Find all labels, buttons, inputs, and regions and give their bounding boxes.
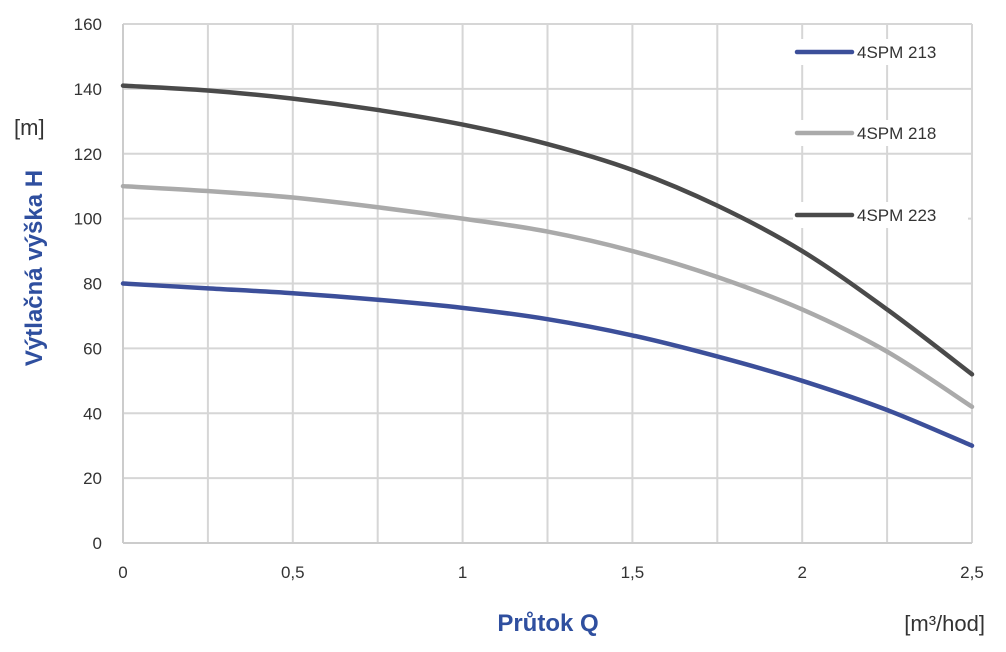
y-tick-label: 120: [74, 145, 102, 164]
y-tick-label: 80: [83, 275, 102, 294]
x-tick-label: 2: [797, 563, 806, 582]
legend-label: 4SPM 223: [857, 206, 936, 225]
legend: 4SPM 213 4SPM 218 4SPM 223: [793, 39, 968, 228]
x-tick-label: 0: [118, 563, 127, 582]
y-tick-label: 40: [83, 404, 102, 423]
x-tick-label: 2,5: [960, 563, 984, 582]
y-axis-label: Výtlačná výška H: [21, 170, 48, 366]
x-tick-label: 1,5: [621, 563, 645, 582]
x-tick-label: 0,5: [281, 563, 305, 582]
series-line-2: [120, 183, 975, 410]
x-axis-label: Průtok Q: [497, 610, 598, 637]
y-tick-label: 20: [83, 469, 102, 488]
series-line-3: [120, 83, 975, 377]
axes: 0 20 40 60 80 100 120 140 160 0 0,5 1 1,5 2 2,5: [74, 15, 984, 582]
series-line-1: [120, 281, 975, 448]
y-tick-label: 160: [74, 15, 102, 34]
x-tick-label: 1: [458, 563, 467, 582]
grid: [122, 23, 973, 544]
y-tick-label: 140: [74, 80, 102, 99]
y-axis-unit: [m]: [14, 115, 45, 140]
series-lines: [120, 83, 975, 448]
y-tick-label: 100: [74, 210, 102, 229]
x-axis-unit: [m³/hod]: [904, 611, 985, 636]
y-tick-label: 60: [83, 339, 102, 358]
legend-label: 4SPM 218: [857, 124, 936, 143]
legend-label: 4SPM 213: [857, 43, 936, 62]
y-tick-label: 0: [93, 534, 102, 553]
